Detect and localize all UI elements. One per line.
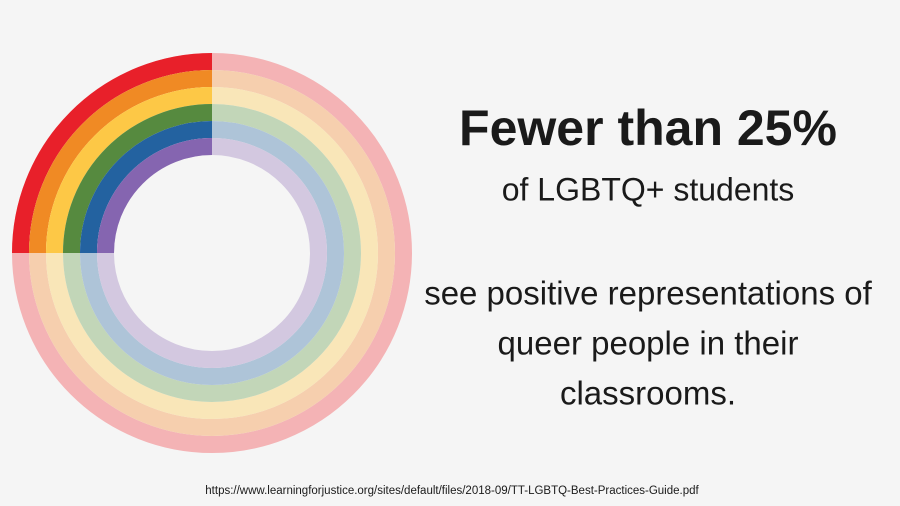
subheadline: of LGBTQ+ students	[502, 171, 795, 207]
body-line: queer people in their	[498, 325, 799, 362]
ring-arc	[97, 138, 213, 254]
ring-chart	[12, 53, 412, 453]
ring-arc	[29, 70, 213, 254]
ring-arc	[80, 121, 213, 254]
source: https://www.learningforjustice.org/sites…	[205, 485, 699, 497]
body-line: see positive representations of	[424, 275, 872, 312]
ring-arc	[12, 53, 213, 254]
body-line: classrooms.	[560, 375, 736, 412]
ring-arc	[63, 104, 213, 254]
headline: Fewer than 25%	[459, 100, 837, 156]
ring-arc	[46, 87, 213, 254]
